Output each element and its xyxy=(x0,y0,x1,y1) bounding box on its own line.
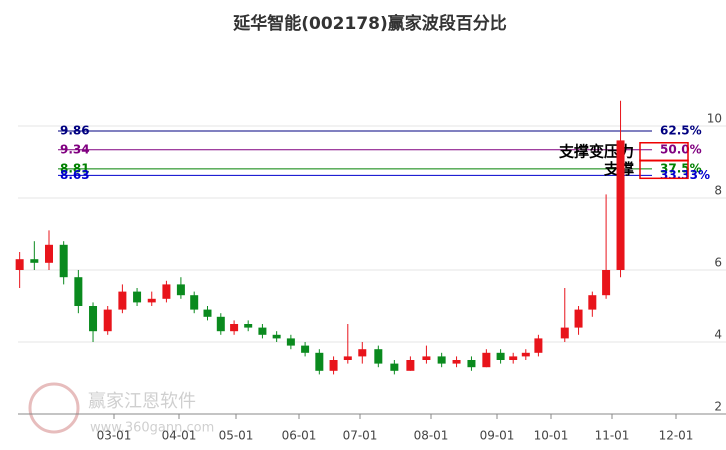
candle-body xyxy=(45,244,53,263)
candle-body xyxy=(509,356,518,360)
y-tick-label: 10 xyxy=(707,112,722,126)
watermark-url: www.360gann.com xyxy=(90,421,214,436)
candle-body xyxy=(30,259,39,263)
candle-body xyxy=(521,352,530,357)
x-tick-label: 10-01 xyxy=(534,429,569,443)
level-label: 37.5% xyxy=(660,161,702,175)
level-label: 33.33% xyxy=(660,168,710,182)
candle-body xyxy=(190,295,199,310)
candle-body xyxy=(534,338,543,353)
y-tick-label: 4 xyxy=(714,328,722,342)
watermark-name: 赢家江恩软件 xyxy=(88,390,196,412)
candle-body xyxy=(118,291,127,310)
candle-body xyxy=(258,327,267,335)
candle-body xyxy=(467,360,476,368)
candle-body xyxy=(59,244,68,278)
level-value: 9.34 xyxy=(60,142,90,156)
level-value: 9.86 xyxy=(60,124,90,138)
candle-body xyxy=(329,360,338,371)
candle-body xyxy=(343,356,352,360)
x-tick-label: 12-01 xyxy=(659,429,694,443)
candle-body xyxy=(315,352,324,371)
candle-body xyxy=(602,270,611,296)
candle-body xyxy=(162,284,171,299)
candle-body xyxy=(272,334,281,339)
candle-body xyxy=(103,309,112,332)
candle-body xyxy=(89,306,98,332)
candle-body xyxy=(244,324,253,328)
candle-body xyxy=(374,349,383,364)
y-tick-label: 2 xyxy=(714,400,722,414)
annotation: 支撑变压力 xyxy=(558,142,634,160)
watermark-logo xyxy=(28,382,80,434)
candle-body xyxy=(482,352,491,368)
candle-body xyxy=(301,345,310,353)
candle-body xyxy=(74,277,83,306)
candle-body xyxy=(176,284,185,296)
x-tick-label: 06-01 xyxy=(282,429,317,443)
x-tick-label: 11-01 xyxy=(595,429,630,443)
candle-body xyxy=(496,352,505,360)
x-tick-label: 09-01 xyxy=(480,429,515,443)
x-tick-label: 07-01 xyxy=(343,429,378,443)
candle-body xyxy=(147,298,156,303)
candle-body xyxy=(560,327,569,339)
candle-body xyxy=(616,140,625,270)
candle-body xyxy=(452,360,461,364)
candle-body xyxy=(203,309,212,317)
candle-body xyxy=(15,259,24,270)
chart-title: 延华智能(002178)赢家波段百分比 xyxy=(232,13,507,34)
y-tick-label: 6 xyxy=(714,256,722,270)
candle-body xyxy=(286,338,295,346)
annotation-box xyxy=(639,159,689,180)
level-value: 8.81 xyxy=(60,161,90,175)
candle-body xyxy=(406,360,415,371)
candle-body xyxy=(133,291,142,303)
candle-body xyxy=(230,324,239,332)
x-tick-label: 03-01 xyxy=(97,429,132,443)
level-label: 50.0% xyxy=(660,142,702,156)
level-label: 62.5% xyxy=(660,124,702,138)
watermark: 赢家江恩软件 www.360gann.com xyxy=(28,382,214,436)
x-tick-label: 05-01 xyxy=(219,429,254,443)
candle-body xyxy=(216,316,225,332)
candle-body xyxy=(574,309,583,328)
candle-body xyxy=(390,363,399,371)
candle-body xyxy=(437,356,446,364)
x-tick-label: 04-01 xyxy=(162,429,197,443)
level-value: 8.63 xyxy=(60,168,90,182)
y-tick-label: 8 xyxy=(714,184,722,198)
candle-body xyxy=(422,356,431,360)
candle-body xyxy=(358,349,367,357)
candle-body xyxy=(588,295,597,310)
x-tick-label: 08-01 xyxy=(414,429,449,443)
